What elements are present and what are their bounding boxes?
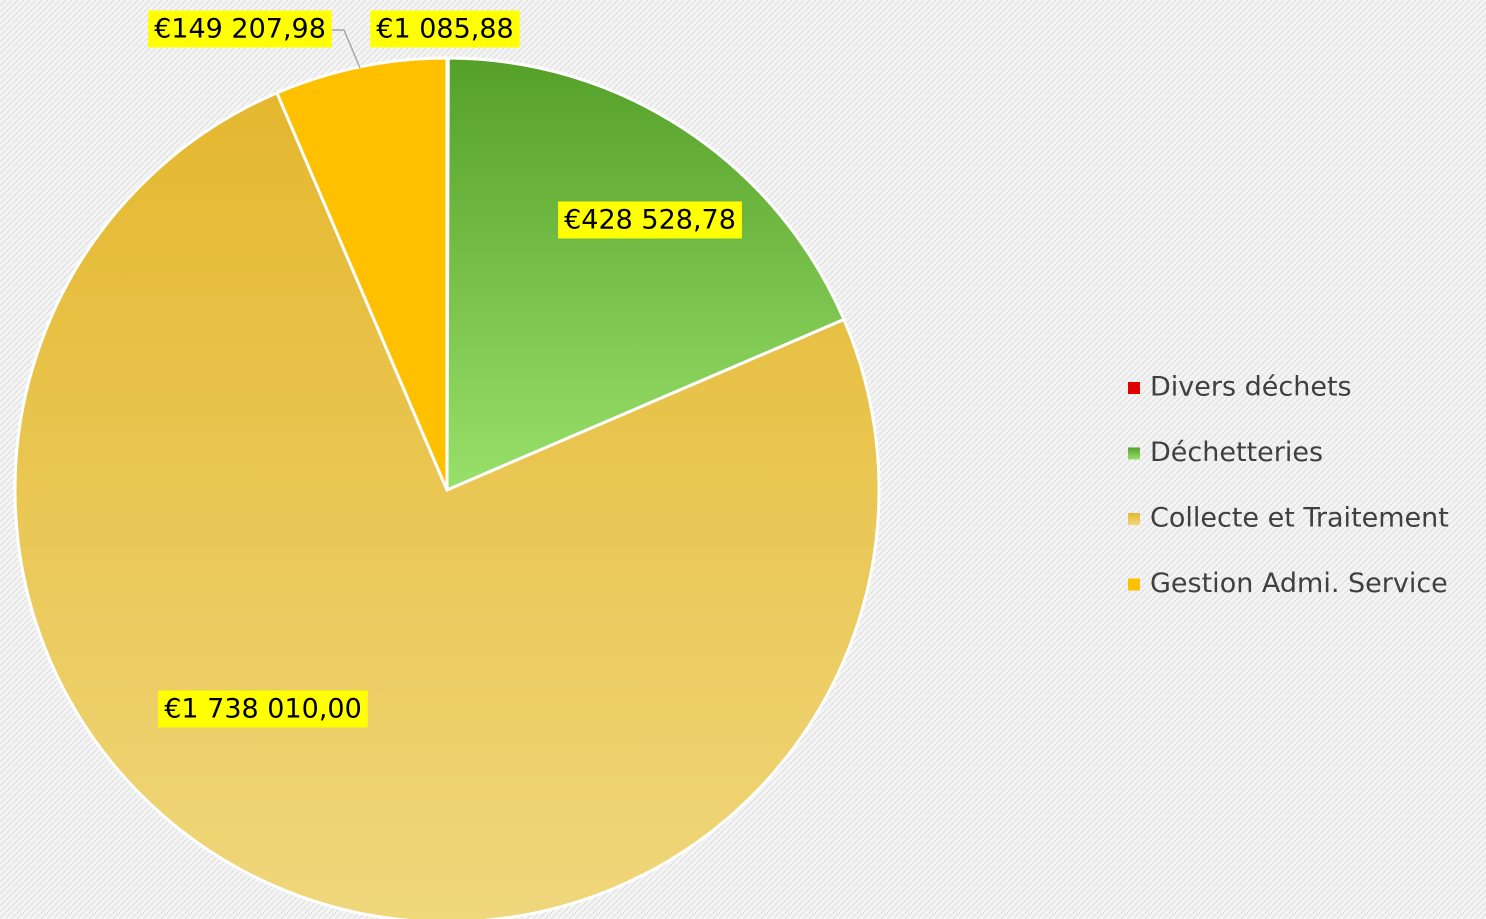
legend-label: Déchetteries [1150, 437, 1323, 468]
data-label: €1 738 010,00 [158, 690, 368, 728]
legend-label: Collecte et Traitement [1150, 503, 1449, 534]
leader-line [332, 29, 361, 69]
data-label-bg [558, 201, 742, 239]
data-label-text: €149 207,98 [154, 14, 326, 45]
legend-swatch [1128, 578, 1140, 591]
data-label-text: €428 528,78 [564, 205, 736, 236]
data-label-bg [370, 10, 520, 48]
data-label-bg [158, 690, 368, 728]
legend-label: Gestion Admi. Service [1150, 568, 1448, 599]
legend-swatch [1128, 382, 1140, 394]
pie-slice [445, 56, 846, 493]
data-label-bg [148, 10, 332, 48]
legend-label: Divers déchets [1150, 372, 1352, 403]
legend-swatch [1128, 513, 1140, 525]
data-label: €428 528,78 [558, 201, 742, 239]
data-label-text: €1 738 010,00 [164, 694, 362, 725]
legend-swatch [1128, 447, 1140, 460]
data-label: €149 207,98 [148, 10, 332, 48]
data-label-text: €1 085,88 [376, 14, 513, 45]
data-label: €1 085,88 [370, 10, 520, 48]
